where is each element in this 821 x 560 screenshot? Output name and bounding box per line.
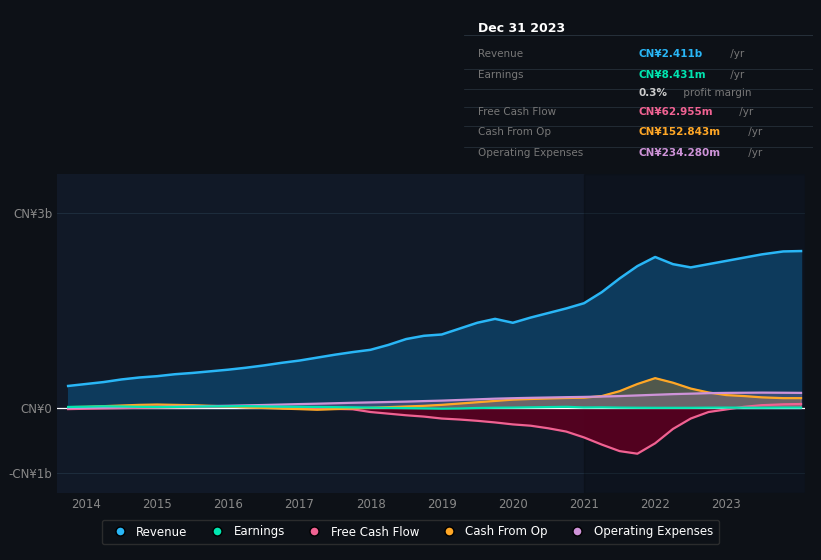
Text: Free Cash Flow: Free Cash Flow bbox=[478, 107, 556, 116]
Text: Revenue: Revenue bbox=[478, 49, 523, 59]
Text: CN¥2.411b: CN¥2.411b bbox=[639, 49, 703, 59]
Text: CN¥62.955m: CN¥62.955m bbox=[639, 107, 713, 116]
Text: profit margin: profit margin bbox=[680, 87, 751, 97]
Text: Cash From Op: Cash From Op bbox=[478, 128, 551, 138]
Text: CN¥8.431m: CN¥8.431m bbox=[639, 70, 706, 80]
Text: CN¥234.280m: CN¥234.280m bbox=[639, 148, 721, 158]
Text: /yr: /yr bbox=[727, 49, 744, 59]
Text: /yr: /yr bbox=[727, 70, 744, 80]
Legend: Revenue, Earnings, Free Cash Flow, Cash From Op, Operating Expenses: Revenue, Earnings, Free Cash Flow, Cash … bbox=[102, 520, 719, 544]
Text: Earnings: Earnings bbox=[478, 70, 523, 80]
Text: 0.3%: 0.3% bbox=[639, 87, 667, 97]
Bar bbox=[584, 174, 805, 493]
Text: CN¥152.843m: CN¥152.843m bbox=[639, 128, 721, 138]
Text: Dec 31 2023: Dec 31 2023 bbox=[478, 22, 565, 35]
Text: Operating Expenses: Operating Expenses bbox=[478, 148, 583, 158]
Text: /yr: /yr bbox=[745, 128, 763, 138]
Text: /yr: /yr bbox=[745, 148, 763, 158]
Text: /yr: /yr bbox=[736, 107, 754, 116]
